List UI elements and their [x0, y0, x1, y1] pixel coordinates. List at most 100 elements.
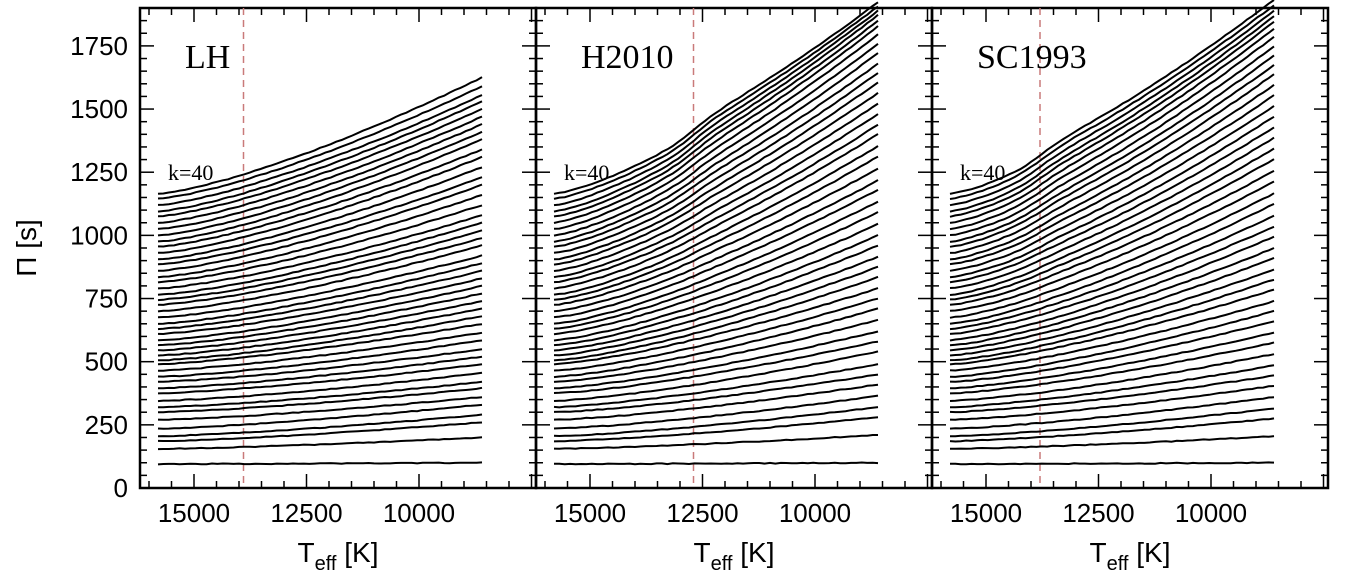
mode-line: [158, 355, 483, 390]
mode-line: [553, 255, 879, 352]
x-tick-label-10000: 10000: [383, 498, 455, 528]
mode-line: [553, 350, 879, 402]
mode-line: [157, 363, 483, 395]
mode-line: [949, 235, 1275, 342]
mode-line: [949, 54, 1275, 243]
mode-line: [553, 1, 879, 195]
mode-line: [553, 52, 879, 243]
mode-line: [553, 363, 879, 409]
mode-line: [949, 396, 1275, 430]
mode-line: [949, 126, 1275, 284]
mode-line: [949, 299, 1275, 372]
mode-line: [157, 138, 483, 243]
x-tick-label-12500: 12500: [666, 498, 738, 528]
mode-line: [553, 92, 879, 266]
mode-line: [553, 133, 879, 290]
mode-line: [553, 211, 879, 330]
mode-line: [157, 421, 483, 442]
x-tick-label-10000: 10000: [1175, 498, 1247, 528]
y-tick-label-500: 500: [85, 347, 128, 377]
mode-line: [157, 300, 483, 352]
mode-line: [553, 167, 879, 306]
mode-line: [553, 179, 879, 313]
mode-line: [949, 288, 1275, 366]
mode-line: [158, 315, 483, 362]
mode-line: [949, 247, 1275, 347]
y-tick-label-0: 0: [114, 473, 128, 503]
mode-line: [553, 25, 879, 224]
mode-line: [553, 318, 879, 383]
x-tick-label-12500: 12500: [270, 498, 342, 528]
mode-line: [553, 287, 879, 366]
mode-line: [949, 407, 1275, 438]
y-tick-label-1500: 1500: [70, 94, 128, 124]
mode-line: [553, 406, 879, 438]
mode-line: [157, 123, 483, 230]
mode-line: [949, 385, 1275, 421]
mode-line: [949, 20, 1275, 218]
mode-line: [554, 330, 879, 390]
mode-line: [157, 277, 483, 336]
mode-line: [949, 45, 1275, 236]
y-axis-title: Π [s]: [11, 219, 42, 277]
panel-title: SC1993: [977, 39, 1087, 76]
mode-lines: [157, 76, 483, 466]
mode-line: [949, 353, 1275, 402]
mode-line: [949, 374, 1275, 414]
mode-line: [949, 15, 1275, 213]
mode-line: [553, 9, 879, 207]
mode-line: [553, 5, 879, 200]
mode-line: [553, 123, 879, 284]
mode-line: [157, 204, 483, 284]
mode-line: [157, 413, 483, 438]
mode-lines: [949, 0, 1275, 466]
panels: 0 250 500 750 1000 1250 1500 1750 15000 12500 1000…: [70, 0, 1330, 575]
mode-line: [949, 73, 1275, 254]
mode-line: [158, 155, 483, 254]
mode-line: [949, 94, 1275, 266]
mode-line: [949, 84, 1275, 261]
mode-line: [157, 292, 483, 347]
mode-line: [553, 340, 879, 394]
k-annotation: k=40: [564, 160, 609, 185]
mode-line: [157, 244, 483, 313]
mode-line: [553, 155, 879, 301]
mode-line: [949, 225, 1275, 335]
x-axis-title: Teff [K]: [298, 537, 379, 575]
mode-line: [949, 202, 1275, 325]
mode-line: [553, 244, 879, 347]
mode-line: [949, 36, 1275, 231]
mode-line: [949, 28, 1275, 224]
mode-line: [157, 254, 483, 319]
mode-line: [157, 339, 483, 378]
mode-lines: [553, 1, 879, 466]
y-tick-label-250: 250: [85, 410, 128, 440]
mode-line: [553, 222, 879, 336]
mode-line: [949, 268, 1275, 357]
mode-line: [949, 170, 1275, 306]
mode-line: [949, 64, 1275, 248]
mode-line: [553, 394, 879, 430]
k-annotation: k=40: [168, 160, 213, 185]
mode-line: [553, 72, 879, 254]
mode-line: [157, 130, 483, 237]
mode-line: [553, 373, 879, 413]
mode-line: [553, 19, 879, 218]
mode-line: [157, 269, 483, 331]
mode-line: [157, 403, 483, 430]
mode-line: [157, 284, 483, 342]
mode-line: [949, 417, 1275, 443]
mode-line: [157, 371, 483, 403]
mode-line: [157, 85, 483, 200]
mode-line: [553, 297, 879, 372]
mode-line: [553, 102, 879, 272]
mode-line: [157, 262, 483, 325]
mode-line: [157, 194, 483, 279]
mode-line: [157, 221, 483, 296]
x-axis-title: Teff [K]: [1090, 537, 1171, 575]
mode-line: [157, 183, 483, 272]
panel-ticks: [932, 7, 1328, 489]
mode-line: [157, 229, 483, 302]
mode-line: [949, 214, 1275, 331]
